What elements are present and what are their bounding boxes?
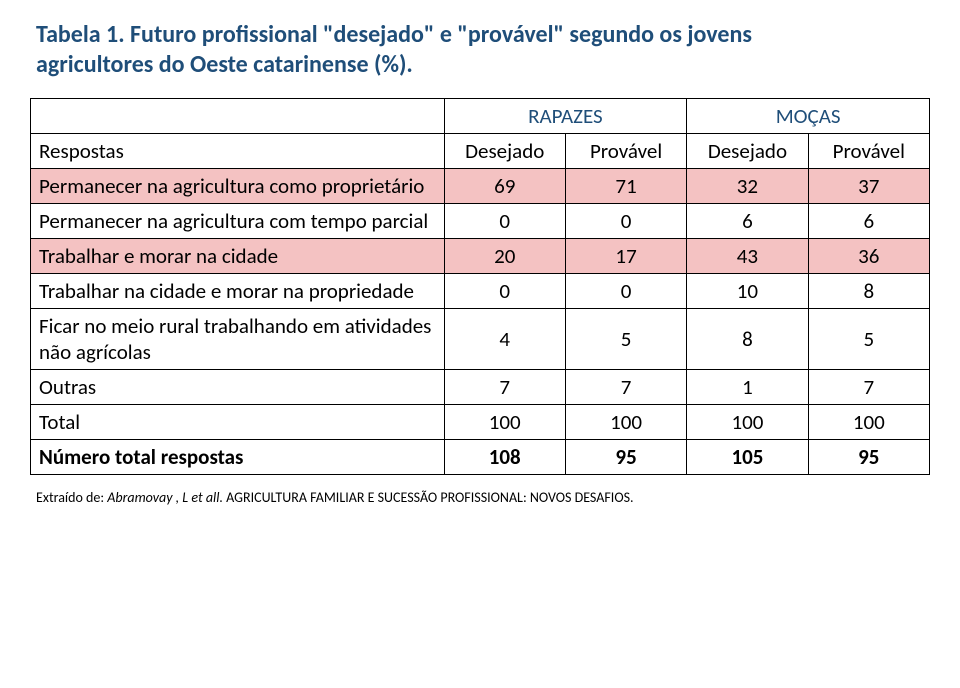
header-provavel-1: Provável: [565, 134, 686, 169]
header-group-mocas: MOÇAS: [687, 99, 930, 134]
header-respostas: Respostas: [31, 134, 445, 169]
data-table: RAPAZES MOÇAS Respostas Desejado Prováve…: [30, 98, 930, 475]
header-desejado-1: Desejado: [444, 134, 565, 169]
nresp-v0: 108: [444, 440, 565, 475]
total-v0: 100: [444, 405, 565, 440]
nresp-v3: 95: [808, 440, 929, 475]
header-desejado-2: Desejado: [687, 134, 808, 169]
cell-value: 43: [687, 239, 808, 274]
cell-value: 37: [808, 169, 929, 204]
row-label: Outras: [31, 370, 445, 405]
cell-value: 4: [444, 309, 565, 370]
cell-value: 5: [565, 309, 686, 370]
cell-value: 5: [808, 309, 929, 370]
cell-value: 0: [444, 204, 565, 239]
table-row: Trabalhar na cidade e morar na proprieda…: [31, 274, 930, 309]
header-group-rapazes: RAPAZES: [444, 99, 687, 134]
row-label: Ficar no meio rural trabalhando em ativi…: [31, 309, 445, 370]
cell-value: 8: [808, 274, 929, 309]
row-label: Permanecer na agricultura com tempo parc…: [31, 204, 445, 239]
cell-value: 0: [444, 274, 565, 309]
credit-suffix: AGRICULTURA FAMILIAR E SUCESSÃO PROFISSI…: [223, 489, 634, 506]
table-title: Tabela 1. Futuro profissional "desejado"…: [30, 20, 930, 80]
cell-value: 7: [444, 370, 565, 405]
total-v1: 100: [565, 405, 686, 440]
table-row: Outras7717: [31, 370, 930, 405]
cell-value: 8: [687, 309, 808, 370]
header-row-groups: RAPAZES MOÇAS: [31, 99, 930, 134]
table-row: Ficar no meio rural trabalhando em ativi…: [31, 309, 930, 370]
nresp-v2: 105: [687, 440, 808, 475]
cell-value: 69: [444, 169, 565, 204]
credit-prefix: Extraído de:: [36, 489, 107, 506]
table-row: Permanecer na agricultura com tempo parc…: [31, 204, 930, 239]
cell-value: 71: [565, 169, 686, 204]
cell-value: 20: [444, 239, 565, 274]
row-label: Trabalhar e morar na cidade: [31, 239, 445, 274]
table-row: Permanecer na agricultura como proprietá…: [31, 169, 930, 204]
row-label: Permanecer na agricultura como proprietá…: [31, 169, 445, 204]
cell-value: 6: [687, 204, 808, 239]
credit-line: Extraído de: Abramovay , L et all. AGRIC…: [30, 489, 930, 506]
cell-value: 32: [687, 169, 808, 204]
cell-value: 7: [565, 370, 686, 405]
header-provavel-2: Provável: [808, 134, 929, 169]
row-label: Trabalhar na cidade e morar na proprieda…: [31, 274, 445, 309]
nresp-label: Número total respostas: [31, 440, 445, 475]
cell-value: 6: [808, 204, 929, 239]
total-v3: 100: [808, 405, 929, 440]
nresp-v1: 95: [565, 440, 686, 475]
cell-value: 0: [565, 204, 686, 239]
total-label: Total: [31, 405, 445, 440]
cell-value: 1: [687, 370, 808, 405]
numero-respostas-row: Número total respostas 108 95 105 95: [31, 440, 930, 475]
header-blank: [31, 99, 445, 134]
table-row: Trabalhar e morar na cidade20174336: [31, 239, 930, 274]
credit-source: Abramovay , L et all.: [107, 489, 223, 506]
cell-value: 10: [687, 274, 808, 309]
total-v2: 100: [687, 405, 808, 440]
cell-value: 0: [565, 274, 686, 309]
total-row: Total 100 100 100 100: [31, 405, 930, 440]
header-row-cols: Respostas Desejado Provável Desejado Pro…: [31, 134, 930, 169]
cell-value: 36: [808, 239, 929, 274]
cell-value: 7: [808, 370, 929, 405]
cell-value: 17: [565, 239, 686, 274]
